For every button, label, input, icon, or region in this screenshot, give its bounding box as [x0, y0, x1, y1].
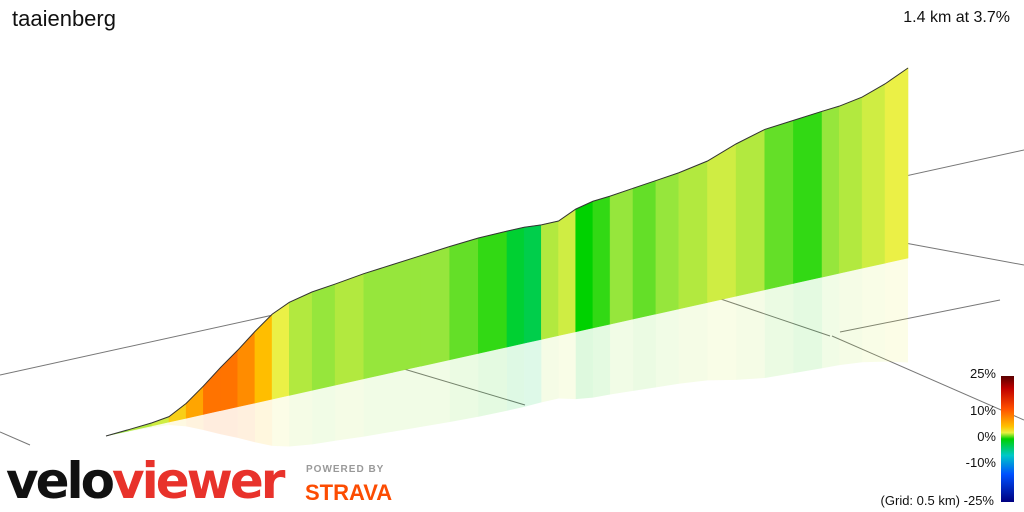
reflection-slice — [237, 402, 255, 443]
profile-slice — [289, 291, 313, 396]
reflection-slice — [151, 422, 170, 428]
profile-slice — [575, 200, 594, 333]
profile-slice — [271, 301, 290, 400]
reflection-slice — [272, 395, 290, 447]
reflection-slice — [203, 410, 221, 435]
profile-slice — [185, 385, 204, 419]
profile-slice — [707, 143, 737, 303]
profile-slice — [838, 96, 863, 274]
reflection-slice — [312, 385, 336, 445]
profile-slice — [558, 208, 577, 336]
reflection-slice — [220, 406, 238, 438]
veloviewer-logo: veloviewer POWERED BY STRAVA — [6, 452, 426, 510]
reflection-slice — [558, 331, 576, 400]
reflection-slice — [592, 324, 611, 398]
profile-slice — [392, 255, 422, 373]
gradient-legend: 25% 10% 0% -10% — [940, 366, 1024, 512]
profile-slice — [884, 67, 909, 264]
reflection-slice — [655, 308, 679, 388]
reflection-slice — [736, 289, 765, 380]
profile-slice — [592, 195, 611, 329]
logo-wordmark: veloviewer — [6, 452, 285, 510]
profile-slice — [237, 330, 256, 408]
logo-velo-text: velo — [6, 452, 115, 510]
grid-line — [0, 431, 31, 446]
legend-tick-min: -25% — [963, 493, 994, 508]
reflection-slice — [885, 258, 908, 363]
reflection-slice — [764, 283, 794, 378]
grid-line — [839, 299, 1001, 333]
profile-slice — [609, 187, 634, 325]
reflection-slice — [335, 378, 364, 441]
profile-reflection — [106, 258, 908, 447]
grid-note: (Grid: 0.5 km) -25% — [881, 493, 994, 508]
profile-slice — [254, 313, 273, 404]
reflection-slice — [289, 390, 313, 447]
reflection-slice — [678, 302, 708, 384]
reflection-slice — [392, 366, 422, 432]
segment-stats: 1.4 km at 3.7% — [903, 9, 1010, 26]
profile-slice — [334, 273, 365, 386]
reflection-slice — [793, 277, 823, 374]
reflection-slice — [862, 263, 886, 363]
profile-slice — [678, 160, 708, 310]
grid-note-text: (Grid: 0.5 km) — [880, 493, 961, 508]
profile-slice — [655, 172, 680, 315]
reflection-slice — [839, 268, 863, 366]
reflection-slice — [421, 359, 450, 427]
reflection-slice — [610, 319, 634, 395]
profile-slice — [363, 264, 393, 380]
logo-viewer-text: viewer — [112, 452, 285, 510]
strava-logo: STRAVA — [305, 480, 393, 505]
grid-line — [904, 242, 1024, 266]
profile-slice — [793, 110, 823, 284]
profile-slice — [735, 128, 766, 297]
profile-slice — [541, 220, 559, 340]
legend-tick-0: 0% — [977, 429, 996, 444]
profile-slice — [506, 226, 525, 348]
reflection-slice — [541, 335, 559, 403]
profile-slice — [478, 230, 508, 354]
legend-tick-minus10: -10% — [965, 455, 996, 470]
profile-slice — [523, 224, 542, 344]
reflection-slice — [478, 347, 507, 417]
profile-slice — [311, 283, 336, 391]
profile-slice — [821, 105, 840, 278]
powered-by-text: POWERED BY — [306, 464, 385, 475]
legend-tick-10: 10% — [969, 403, 996, 418]
profile-slice — [203, 366, 221, 415]
profile-slice — [764, 119, 794, 291]
reflection-slice — [633, 313, 656, 391]
reflection-slice — [449, 353, 479, 422]
legend-tick-max: 25% — [969, 366, 996, 381]
reflection-slice — [575, 327, 593, 400]
grid-line — [831, 335, 1024, 421]
profile-slice — [449, 237, 479, 361]
reflection-slice — [254, 399, 273, 446]
reflection-slice — [822, 273, 840, 369]
segment-title: taaienberg — [12, 6, 116, 31]
reflection-slice — [707, 296, 737, 381]
reflection-slice — [363, 372, 393, 437]
profile-slice — [632, 180, 657, 320]
reflection-slice — [186, 414, 204, 430]
profile-slice — [420, 246, 451, 367]
reflection-slice — [507, 343, 525, 411]
profile-ridge-line — [105, 67, 909, 437]
reflection-slice — [169, 418, 187, 427]
profile-slices — [105, 67, 909, 437]
legend-color-bar — [1001, 376, 1014, 502]
profile-slice — [861, 83, 886, 269]
reflection-slice — [524, 339, 542, 407]
